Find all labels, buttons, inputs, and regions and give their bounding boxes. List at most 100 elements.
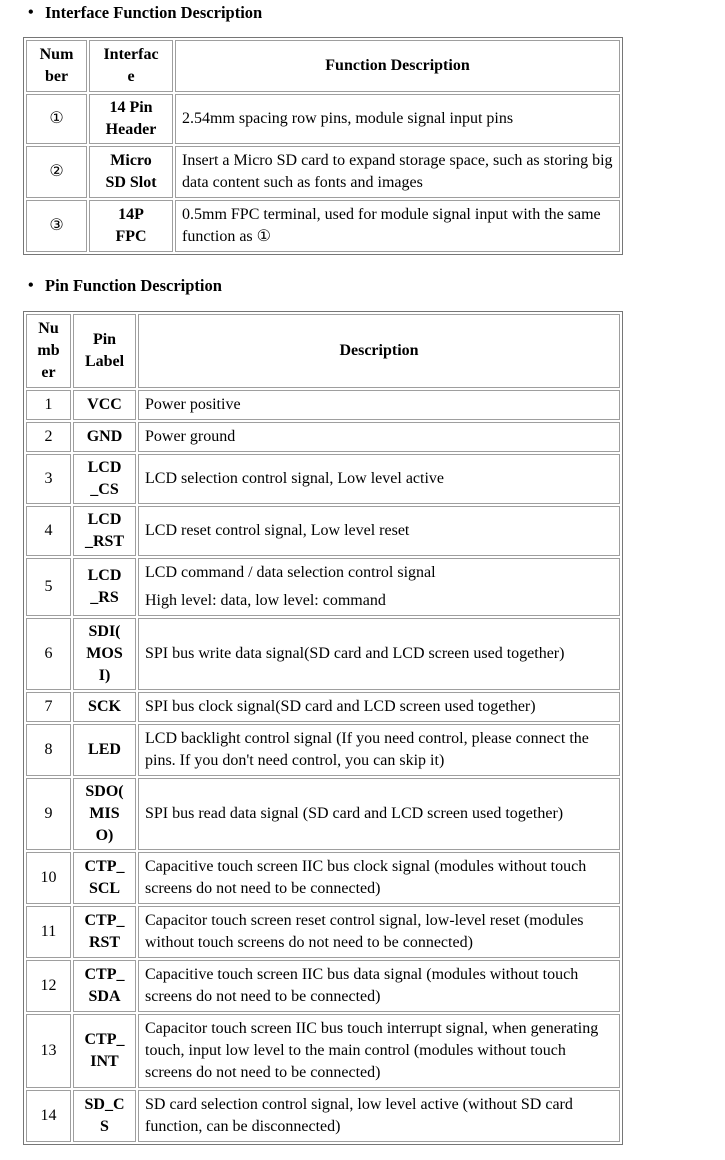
pin-label-cell: VCC xyxy=(73,390,136,420)
description-paragraph: Capacitor touch screen reset control sig… xyxy=(145,912,584,951)
description-paragraph: LCD backlight control signal (If you nee… xyxy=(145,730,589,769)
description-paragraph: SPI bus read data signal (SD card and LC… xyxy=(145,805,564,822)
pin-number-cell: 12 xyxy=(26,960,71,1012)
description-paragraph: LCD reset control signal, Low level rese… xyxy=(145,522,410,539)
pin-label-cell: GND xyxy=(73,422,136,452)
pin-description-cell: Power positive xyxy=(138,390,620,420)
col-header-number: Num ber xyxy=(26,40,87,92)
pin-table-body: 1 VCC Power positive 2 GND Power ground 3 LCD _… xyxy=(26,390,620,1142)
interface-description-cell: 2.54mm spacing row pins, module signal i… xyxy=(175,94,620,144)
pin-number-cell: 1 xyxy=(26,390,71,420)
section-interface-function: • Interface Function Description Num ber… xyxy=(0,3,725,255)
table-row: 13 CTP_ INT Capacitor touch screen IIC bus… xyxy=(26,1014,620,1088)
description-paragraph: Insert a Micro SD card to expand storage… xyxy=(182,152,613,191)
interface-label-cell: Micro SD Slot xyxy=(89,146,173,198)
pin-label-cell: LCD _RS xyxy=(73,558,136,616)
pin-number-cell: 7 xyxy=(26,692,71,722)
description-paragraph: Power ground xyxy=(145,428,236,445)
table-row: 5 LCD _RS LCD command / data selection con… xyxy=(26,558,620,616)
table-row: ③ 14P FPC 0.5mm FPC terminal, used for mod… xyxy=(26,200,620,252)
pin-number-cell: 8 xyxy=(26,724,71,776)
pin-description-cell: Capacitive touch screen IIC bus clock si… xyxy=(138,852,620,904)
interface-number-cell: ② xyxy=(26,146,87,198)
pin-description-cell: SD card selection control signal, low le… xyxy=(138,1090,620,1142)
interface-table-body: ① 14 Pin Header 2.54mm spacing row pins, m… xyxy=(26,94,620,252)
interface-table-header: Num ber Interfac e Function Description xyxy=(26,40,620,92)
pin-label-cell: CTP_ RST xyxy=(73,906,136,958)
table-row: 4 LCD _RST LCD reset control signal, Low l… xyxy=(26,506,620,556)
pin-label-cell: LCD _RST xyxy=(73,506,136,556)
pin-section-title-text: Pin Function Description xyxy=(45,276,222,295)
pin-label-cell: CTP_ INT xyxy=(73,1014,136,1088)
description-paragraph: 2.54mm spacing row pins, module signal i… xyxy=(182,110,514,127)
table-row: 7 SCK SPI bus clock signal(SD card and LCD… xyxy=(26,692,620,722)
section-pin-function: • Pin Function Description Nu mb er Pin … xyxy=(0,276,725,1145)
interface-label-cell: 14 Pin Header xyxy=(89,94,173,144)
description-paragraph: LCD command / data selection control sig… xyxy=(145,564,436,581)
table-row: ① 14 Pin Header 2.54mm spacing row pins, m… xyxy=(26,94,620,144)
pin-number-cell: 10 xyxy=(26,852,71,904)
table-row: 8 LED LCD backlight control signal (If you… xyxy=(26,724,620,776)
pin-number-cell: 4 xyxy=(26,506,71,556)
pin-label-cell: LED xyxy=(73,724,136,776)
pin-description-cell: Capacitor touch screen IIC bus touch int… xyxy=(138,1014,620,1088)
pin-number-cell: 5 xyxy=(26,558,71,616)
interface-section-title-text: Interface Function Description xyxy=(45,3,263,22)
pin-description-cell: SPI bus read data signal (SD card and LC… xyxy=(138,778,620,850)
description-paragraph: Capacitive touch screen IIC bus data sig… xyxy=(145,966,579,1005)
pin-description-cell: Power ground xyxy=(138,422,620,452)
table-header-row: Nu mb er Pin Label Description xyxy=(26,314,620,388)
pin-label-cell: CTP_ SCL xyxy=(73,852,136,904)
pin-label-cell: SCK xyxy=(73,692,136,722)
pin-number-cell: 11 xyxy=(26,906,71,958)
bullet-icon: • xyxy=(28,277,34,294)
pin-label-cell: LCD _CS xyxy=(73,454,136,504)
interface-description-cell: Insert a Micro SD card to expand storage… xyxy=(175,146,620,198)
pin-description-cell: SPI bus clock signal(SD card and LCD scr… xyxy=(138,692,620,722)
description-paragraph: Capacitor touch screen IIC bus touch int… xyxy=(145,1020,599,1081)
pin-number-cell: 13 xyxy=(26,1014,71,1088)
pin-function-table: Nu mb er Pin Label Description 1 VCC Power… xyxy=(23,311,623,1145)
description-paragraph: 0.5mm FPC terminal, used for module sign… xyxy=(182,206,601,245)
pin-label-cell: SD_C S xyxy=(73,1090,136,1142)
table-row: 12 CTP_ SDA Capacitive touch screen IIC bu… xyxy=(26,960,620,1012)
description-paragraph: SD card selection control signal, low le… xyxy=(145,1096,573,1135)
interface-function-table: Num ber Interfac e Function Description … xyxy=(23,37,623,255)
col-header-pin-label: Pin Label xyxy=(73,314,136,388)
pin-label-cell: SDO( MIS O) xyxy=(73,778,136,850)
col-header-number: Nu mb er xyxy=(26,314,71,388)
table-row: 14 SD_C S SD card selection control signal… xyxy=(26,1090,620,1142)
bullet-icon: • xyxy=(28,4,34,21)
description-paragraph: LCD selection control signal, Low level … xyxy=(145,470,445,487)
pin-description-cell: LCD backlight control signal (If you nee… xyxy=(138,724,620,776)
col-header-function-description: Function Description xyxy=(175,40,620,92)
description-paragraph: Capacitive touch screen IIC bus clock si… xyxy=(145,858,587,897)
description-paragraph: SPI bus clock signal(SD card and LCD scr… xyxy=(145,698,536,715)
description-paragraph: Power positive xyxy=(145,396,241,413)
table-row: 3 LCD _CS LCD selection control signal, Lo… xyxy=(26,454,620,504)
pin-description-cell: SPI bus write data signal(SD card and LC… xyxy=(138,618,620,690)
pin-number-cell: 14 xyxy=(26,1090,71,1142)
description-paragraph: High level: data, low level: command xyxy=(145,592,386,609)
interface-description-cell: 0.5mm FPC terminal, used for module sign… xyxy=(175,200,620,252)
pin-number-cell: 2 xyxy=(26,422,71,452)
description-paragraph: SPI bus write data signal(SD card and LC… xyxy=(145,645,565,662)
pin-description-cell: Capacitive touch screen IIC bus data sig… xyxy=(138,960,620,1012)
datasheet-page: • Interface Function Description Num ber… xyxy=(0,3,725,1145)
interface-section-heading: • Interface Function Description xyxy=(0,3,725,22)
pin-description-cell: Capacitor touch screen reset control sig… xyxy=(138,906,620,958)
pin-number-cell: 6 xyxy=(26,618,71,690)
pin-table-header: Nu mb er Pin Label Description xyxy=(26,314,620,388)
col-header-interface: Interfac e xyxy=(89,40,173,92)
interface-number-cell: ③ xyxy=(26,200,87,252)
table-row: 9 SDO( MIS O) SPI bus read data signal (SD… xyxy=(26,778,620,850)
table-row: 2 GND Power ground xyxy=(26,422,620,452)
table-row: 11 CTP_ RST Capacitor touch screen reset c… xyxy=(26,906,620,958)
pin-number-cell: 9 xyxy=(26,778,71,850)
interface-label-cell: 14P FPC xyxy=(89,200,173,252)
pin-description-cell: LCD command / data selection control sig… xyxy=(138,558,620,616)
table-header-row: Num ber Interfac e Function Description xyxy=(26,40,620,92)
pin-description-cell: LCD reset control signal, Low level rese… xyxy=(138,506,620,556)
pin-label-cell: SDI( MOS I) xyxy=(73,618,136,690)
table-row: ② Micro SD Slot Insert a Micro SD card to … xyxy=(26,146,620,198)
